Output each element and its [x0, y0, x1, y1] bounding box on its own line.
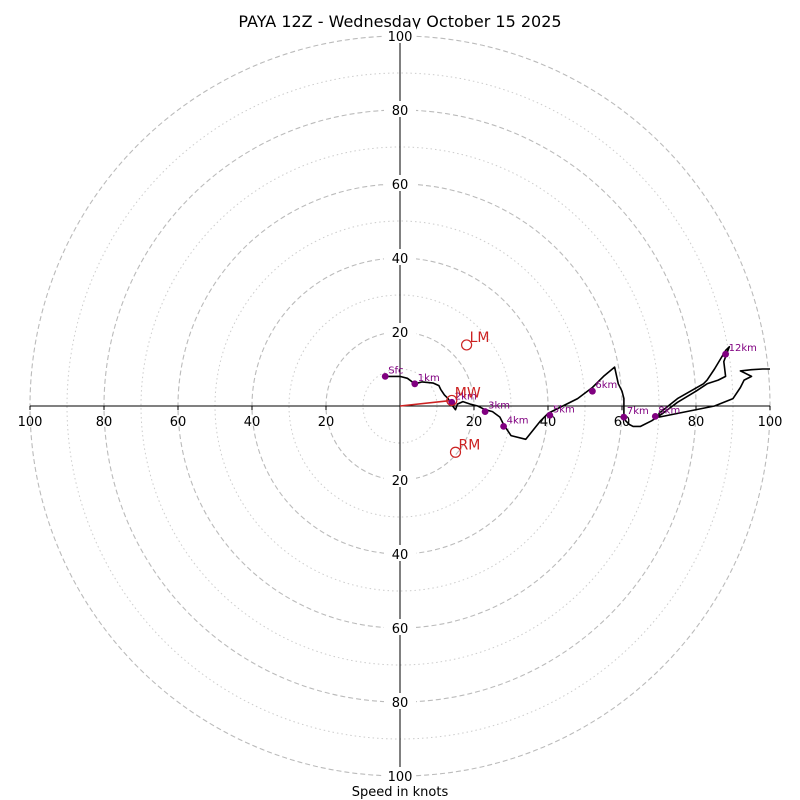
- y-tick-label-bg: [384, 175, 416, 191]
- tick-labels: 100 80 60 40 20 20 40 60 80 100100806040202040608…: [18, 27, 783, 785]
- y-tick-label-bg: [384, 101, 416, 117]
- height-marker-7km: [620, 413, 628, 421]
- height-label-12km: 12km: [729, 343, 757, 354]
- height-label-Sfc: Sfc: [388, 365, 403, 376]
- height-marker-Sfc: [381, 373, 389, 380]
- y-tick-label: 40: [392, 252, 409, 267]
- height-marker-5km: [546, 411, 554, 419]
- height-label-7km: 7km: [627, 406, 649, 417]
- height-marker-6km: [589, 387, 596, 395]
- height-markers: Sfc 1km 2km 3km 4km 5km 6km 7km 8km 12km: [381, 343, 757, 430]
- y-tick-label: 100: [388, 770, 413, 785]
- x-tick-label: 20: [318, 415, 335, 430]
- height-label-8km: 8km: [658, 405, 680, 416]
- y-tick-label-bg: [384, 249, 416, 265]
- y-tick-label-bg: [384, 27, 416, 43]
- y-tick-label: 60: [392, 178, 409, 193]
- y-tick-label: 20: [392, 326, 409, 341]
- height-label-3km: 3km: [488, 401, 510, 412]
- y-tick-label-bg: [384, 693, 416, 709]
- storm-motion-label-MW: MW: [455, 385, 481, 401]
- x-axis-label: Speed in knots: [352, 785, 449, 800]
- storm-motion-marker-MW: [446, 394, 458, 407]
- height-label-5km: 5km: [553, 404, 575, 415]
- x-tick-label: 60: [170, 415, 187, 430]
- y-tick-label-bg: [384, 323, 416, 339]
- storm-motion-marker-LM: [461, 339, 473, 351]
- chart-title: PAYA 12Z - Wednesday October 15 2025: [238, 12, 561, 31]
- height-label-6km: 6km: [595, 380, 617, 391]
- height-marker-12km: [722, 350, 729, 358]
- x-tick-label: 40: [540, 415, 557, 430]
- height-label-2km: 2km: [455, 391, 477, 402]
- y-tick-label: 60: [392, 622, 409, 637]
- x-tick-label: 100: [18, 415, 43, 430]
- height-label-4km: 4km: [507, 415, 529, 426]
- wind-trace: [385, 345, 770, 441]
- height-marker-8km: [651, 412, 659, 420]
- y-tick-label-bg: [384, 545, 416, 561]
- y-tick-label: 40: [392, 548, 409, 563]
- hodograph-trace-line: [385, 345, 770, 441]
- x-tick-label: 80: [688, 415, 705, 430]
- storm-motion-label-LM: LM: [470, 330, 490, 346]
- height-marker-1km: [411, 380, 419, 388]
- x-tick-label: 80: [96, 415, 113, 430]
- y-tick-label-bg: [384, 767, 416, 783]
- y-tick-label: 80: [392, 696, 409, 711]
- storm-motions: LM MW RM: [446, 330, 490, 458]
- y-tick-label: 100: [388, 30, 413, 45]
- x-tick-label: 40: [244, 415, 261, 430]
- height-marker-4km: [500, 422, 507, 430]
- height-marker-3km: [481, 408, 489, 415]
- y-tick-label-bg: [384, 471, 416, 487]
- y-tick-label-bg: [384, 619, 416, 635]
- height-label-1km: 1km: [418, 373, 440, 384]
- height-marker-2km: [448, 398, 456, 406]
- mean-wind-vector-group: [399, 399, 452, 407]
- storm-motion-label-RM: RM: [459, 437, 481, 453]
- y-tick-label: 80: [392, 104, 409, 119]
- mean-wind-vector: [399, 399, 452, 407]
- x-tick-label: 100: [758, 415, 783, 430]
- y-tick-label: 20: [392, 474, 409, 489]
- storm-motion-marker-RM: [449, 446, 462, 458]
- x-tick-label: 20: [466, 415, 483, 430]
